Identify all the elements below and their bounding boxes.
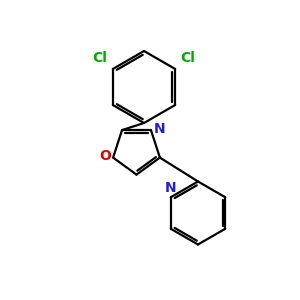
Text: Cl: Cl (181, 51, 196, 65)
Text: N: N (165, 181, 176, 195)
Text: N: N (153, 122, 165, 136)
Text: Cl: Cl (92, 51, 107, 65)
Text: O: O (99, 149, 111, 163)
